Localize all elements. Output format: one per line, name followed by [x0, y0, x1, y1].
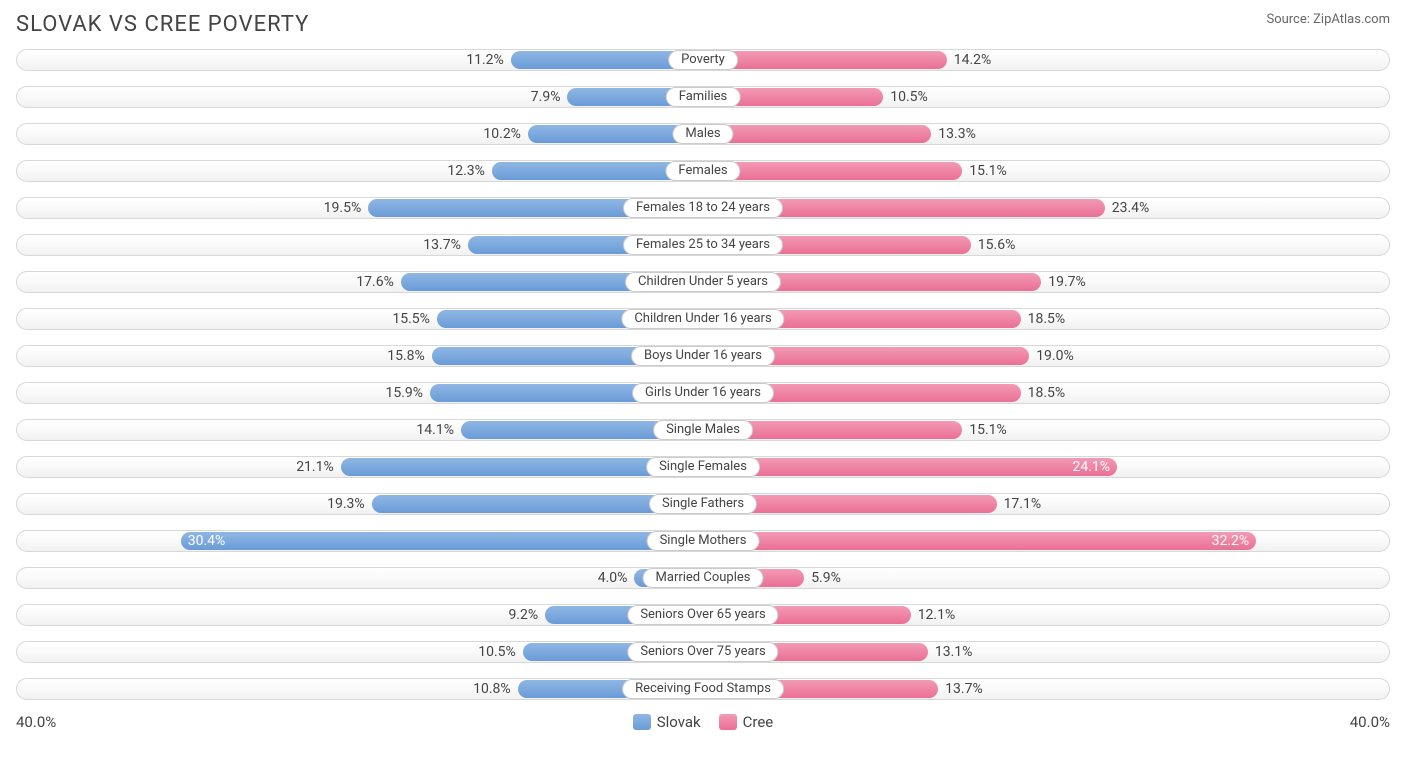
value-slovak: 4.0%: [598, 569, 628, 587]
value-cree: 12.1%: [918, 606, 956, 624]
value-slovak: 15.5%: [392, 310, 430, 328]
value-cree: 19.0%: [1036, 347, 1074, 365]
value-cree: 14.2%: [954, 51, 992, 69]
value-slovak: 17.6%: [356, 273, 394, 291]
chart-row: 10.8% 13.7% Receiving Food Stamps: [16, 672, 1390, 704]
bar-cree: [703, 532, 1256, 550]
category-label: Children Under 5 years: [625, 272, 781, 292]
chart-footer: 40.0% Slovak Cree 40.0%: [0, 709, 1406, 731]
legend-item-slovak: Slovak: [633, 713, 701, 731]
chart-row: 13.7% 15.6% Females 25 to 34 years: [16, 228, 1390, 260]
chart-row: 14.1% 15.1% Single Males: [16, 413, 1390, 445]
category-label: Females 25 to 34 years: [623, 235, 783, 255]
value-slovak: 13.7%: [423, 236, 461, 254]
category-label: Females: [665, 161, 740, 181]
value-cree: 15.6%: [978, 236, 1016, 254]
value-slovak: 7.9%: [531, 88, 561, 106]
value-cree: 5.9%: [811, 569, 841, 587]
chart-row: 19.3% 17.1% Single Fathers: [16, 487, 1390, 519]
chart-row: 12.3% 15.1% Females: [16, 154, 1390, 186]
legend-label-cree: Cree: [743, 713, 774, 731]
category-label: Single Females: [646, 457, 760, 477]
bar-cree: [703, 51, 947, 69]
value-slovak: 9.2%: [508, 606, 538, 624]
value-cree: 18.5%: [1028, 310, 1066, 328]
legend-label-slovak: Slovak: [657, 713, 701, 731]
value-cree: 15.1%: [969, 421, 1007, 439]
axis-left-max: 40.0%: [16, 713, 56, 731]
chart-row: 17.6% 19.7% Children Under 5 years: [16, 265, 1390, 297]
category-label: Females 18 to 24 years: [623, 198, 783, 218]
source-prefix: Source:: [1266, 12, 1313, 27]
value-cree: 13.7%: [945, 680, 983, 698]
bar-cree: [703, 162, 962, 180]
value-slovak: 11.2%: [466, 51, 504, 69]
category-label: Single Males: [653, 420, 753, 440]
value-cree: 17.1%: [1004, 495, 1042, 513]
chart-row: 4.0% 5.9% Married Couples: [16, 561, 1390, 593]
category-label: Children Under 16 years: [621, 309, 784, 329]
value-slovak: 14.1%: [416, 421, 454, 439]
value-cree: 13.1%: [935, 643, 973, 661]
legend-swatch-slovak: [633, 714, 651, 730]
source-link[interactable]: ZipAtlas.com: [1313, 12, 1390, 27]
chart-row: 11.2% 14.2% Poverty: [16, 43, 1390, 75]
value-cree: 32.2%: [1212, 532, 1250, 550]
value-slovak: 19.3%: [327, 495, 365, 513]
source-attribution: Source: ZipAtlas.com: [1266, 12, 1390, 27]
category-label: Seniors Over 75 years: [627, 642, 778, 662]
category-label: Receiving Food Stamps: [622, 679, 784, 699]
chart-row: 19.5% 23.4% Females 18 to 24 years: [16, 191, 1390, 223]
chart-row: 10.2% 13.3% Males: [16, 117, 1390, 149]
value-cree: 19.7%: [1048, 273, 1086, 291]
value-slovak: 10.8%: [473, 680, 511, 698]
legend-swatch-cree: [719, 714, 737, 730]
chart-title: SLOVAK VS CREE POVERTY: [16, 12, 309, 37]
value-slovak: 10.5%: [478, 643, 516, 661]
chart-row: 7.9% 10.5% Families: [16, 80, 1390, 112]
value-slovak: 21.1%: [296, 458, 334, 476]
category-label: Poverty: [668, 50, 738, 70]
category-label: Males: [672, 124, 733, 144]
chart-row: 21.1% 24.1% Single Females: [16, 450, 1390, 482]
chart-row: 15.5% 18.5% Children Under 16 years: [16, 302, 1390, 334]
category-label: Girls Under 16 years: [632, 383, 774, 403]
value-slovak: 15.9%: [386, 384, 424, 402]
chart-row: 15.8% 19.0% Boys Under 16 years: [16, 339, 1390, 371]
value-cree: 18.5%: [1028, 384, 1066, 402]
value-cree: 10.5%: [890, 88, 928, 106]
value-cree: 23.4%: [1112, 199, 1150, 217]
category-label: Single Mothers: [647, 531, 760, 551]
category-label: Families: [666, 87, 741, 107]
value-slovak: 15.8%: [387, 347, 425, 365]
legend-item-cree: Cree: [719, 713, 774, 731]
chart-header: SLOVAK VS CREE POVERTY Source: ZipAtlas.…: [0, 0, 1406, 43]
value-slovak: 10.2%: [483, 125, 521, 143]
value-slovak: 19.5%: [324, 199, 362, 217]
chart-row: 10.5% 13.1% Seniors Over 75 years: [16, 635, 1390, 667]
legend: Slovak Cree: [633, 713, 774, 731]
category-label: Married Couples: [643, 568, 764, 588]
bar-cree: [703, 458, 1117, 476]
chart-row: 30.4% 32.2% Single Mothers: [16, 524, 1390, 556]
chart-row: 9.2% 12.1% Seniors Over 65 years: [16, 598, 1390, 630]
axis-right-max: 40.0%: [1350, 713, 1390, 731]
category-label: Single Fathers: [649, 494, 757, 514]
chart-area: 11.2%14.2%Poverty7.9%10.5%Families10.2%1…: [0, 43, 1406, 704]
value-cree: 13.3%: [938, 125, 976, 143]
bar-cree: [703, 125, 931, 143]
chart-row: 15.9% 18.5% Girls Under 16 years: [16, 376, 1390, 408]
value-cree: 15.1%: [969, 162, 1007, 180]
category-label: Seniors Over 65 years: [627, 605, 778, 625]
bar-slovak: [181, 532, 703, 550]
category-label: Boys Under 16 years: [631, 346, 775, 366]
value-cree: 24.1%: [1073, 458, 1111, 476]
value-slovak: 12.3%: [447, 162, 485, 180]
value-slovak: 30.4%: [188, 532, 226, 550]
